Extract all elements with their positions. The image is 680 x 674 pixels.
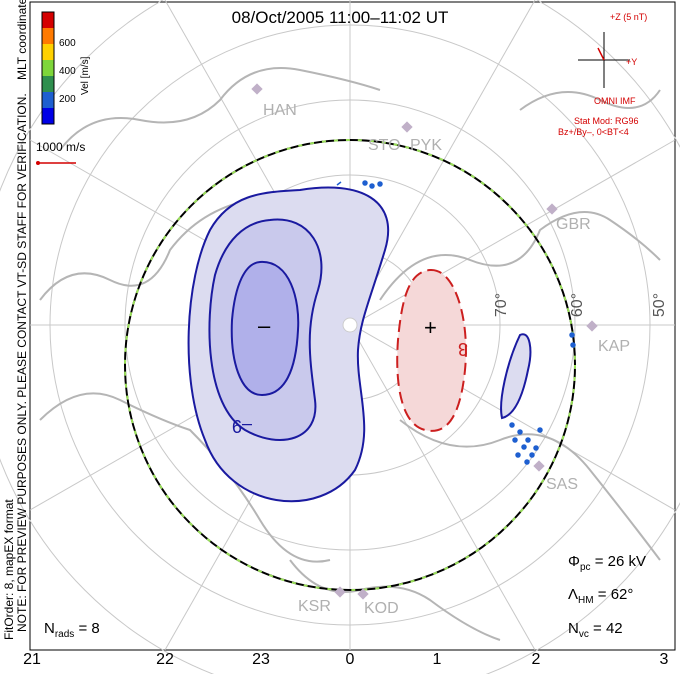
page-title: 08/Oct/2005 11:00–11:02 UT: [231, 8, 449, 27]
nrads-stat: Nrads = 8: [44, 620, 100, 640]
pos-contour-label: 3: [458, 339, 469, 359]
neg-contour-label: –9: [232, 416, 253, 436]
hm-boundary-dashes: [124, 139, 576, 591]
plot-frame: [29, 1, 676, 651]
radar-kod: KOD: [364, 600, 399, 617]
pos-cell: [396, 268, 467, 432]
mlt-tick-21: 21: [23, 651, 41, 668]
coords-label: MLT coordinates: [15, 0, 29, 80]
radar-han: HAN: [263, 102, 297, 119]
radar-sto: STO: [368, 137, 401, 154]
vector-scale-label: 1000 m/s: [36, 140, 86, 154]
imf-clock: [578, 32, 630, 88]
mlt-tick-3: 3: [659, 651, 669, 668]
colorbar-tick-200: 200: [59, 94, 76, 105]
neg-cell-marker: –: [258, 313, 271, 338]
mlt-tick-22: 22: [156, 651, 174, 668]
colorbar-tick-400: 400: [59, 66, 76, 77]
neg-cell-inner: [230, 260, 300, 397]
lat-label-50: 50°: [651, 292, 669, 318]
hm-latitude-stat: ΛHM = 62°: [568, 586, 634, 606]
radar-gbr: GBR: [556, 216, 591, 233]
mlt-tick-1: 1: [432, 651, 442, 668]
radar-ksr: KSR: [298, 598, 331, 615]
nvc-stat: Nvc = 42: [568, 620, 623, 640]
mlt-tick-2: 2: [531, 651, 541, 668]
imf-condition: Bz+/By–, 0<BT<4: [558, 127, 629, 137]
pole-marker: [342, 317, 358, 333]
watermark-text: NOTE: FOR PREVIEW PURPOSES ONLY. PLEASE …: [15, 93, 29, 632]
lat-label-60: 60°: [569, 292, 587, 318]
mlt-tick-0: 0: [345, 651, 355, 668]
radar-pyk: PYK: [410, 137, 443, 154]
colorbar-tick-600: 600: [59, 38, 76, 49]
pos-cell-marker: +: [424, 315, 437, 340]
radar-kap: KAP: [598, 338, 631, 355]
imf-y-label: +Y: [626, 57, 638, 67]
mlt-tick-23: 23: [252, 651, 270, 668]
cpcp-stat: Φpc = 26 kV: [568, 553, 646, 573]
lat-label-70: 70°: [493, 292, 511, 318]
imf-z-label: +Z (5 nT): [610, 12, 648, 22]
imf-source: OMNI IMF: [594, 96, 636, 106]
colorbar-label: Vel [m/s]: [80, 56, 91, 95]
velocity-vectors: [336, 180, 576, 465]
radar-sas: SAS: [546, 476, 579, 493]
coastlines: [39, 67, 661, 641]
fit-info: FitOrder: 8, mapEX format: [2, 499, 16, 640]
small-cell: [500, 333, 532, 420]
imf-model: Stat Mod: RG96: [574, 116, 639, 126]
colorbar: [41, 11, 55, 125]
